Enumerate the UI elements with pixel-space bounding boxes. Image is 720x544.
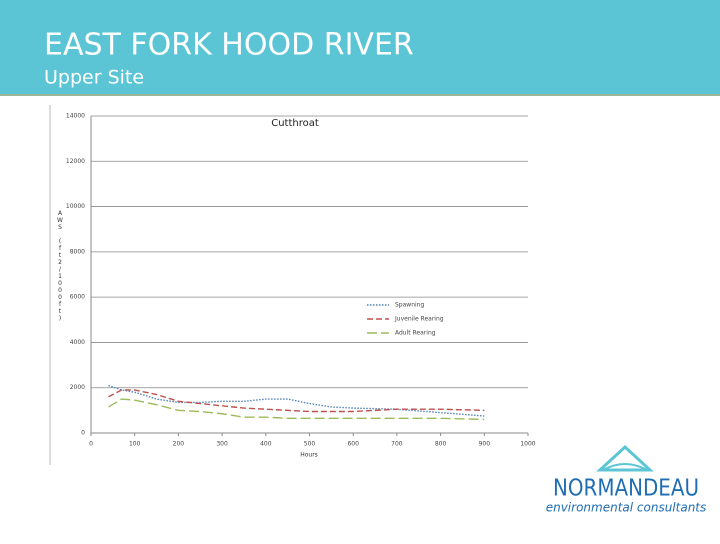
slide-subtitle: Upper Site [44,67,144,89]
legend-label: Spawning [395,302,424,309]
x-tick-label: 1000 [520,441,535,448]
x-tick-label: 600 [347,441,359,448]
slide-title: EAST FORK HOOD RIVER [44,28,414,63]
chart-frame [50,105,540,465]
x-axis-label: Hours [300,452,318,459]
x-tick-label: 900 [479,441,491,448]
series-line [108,398,485,421]
y-tick-label: 8000 [70,248,85,255]
chart-title: Cutthroat [271,118,319,129]
y-tick-label: 0 [81,430,85,437]
logo-icon [596,444,654,472]
y-tick-label: 10000 [66,203,85,210]
y-tick-label: 6000 [70,294,85,301]
logo-icon-wave [602,463,648,471]
logo-name: NORMANDEAU [553,476,699,502]
series-line [108,389,485,413]
x-tick-label: 300 [216,441,228,448]
x-tick-label: 0 [89,441,93,448]
legend-label: Juvenile Rearing [394,316,444,323]
y-tick-label: 12000 [66,158,85,165]
legend-label: Adult Rearing [395,330,436,337]
y-tick-label: 2000 [70,384,85,391]
logo-tagline: environmental consultants [546,501,707,515]
logo: NORMANDEAU environmental consultants [546,444,707,515]
y-tick-label: 14000 [66,113,85,120]
y-tick-label: 4000 [70,339,85,346]
x-tick-label: 700 [391,441,403,448]
y-axis-label: AWS (ft2/1000ft) [56,210,63,322]
x-tick-label: 100 [129,441,141,448]
x-tick-label: 200 [173,441,185,448]
x-tick-label: 800 [435,441,447,448]
header-band [0,0,720,95]
x-tick-label: 500 [304,441,316,448]
x-tick-label: 400 [260,441,272,448]
